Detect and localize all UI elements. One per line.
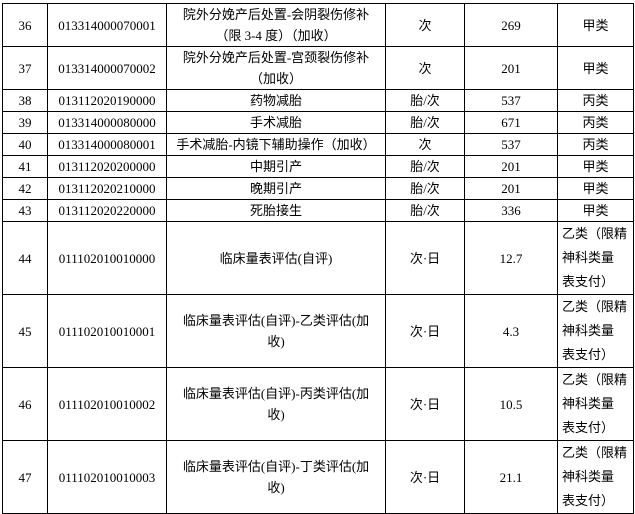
cell-unit: 胎/次 <box>385 155 465 178</box>
cell-category: 乙类（限精 神科类量 表支付） <box>557 367 634 441</box>
cell-price: 4.3 <box>464 294 558 368</box>
cell-unit: 次 <box>385 133 465 156</box>
cell-unit: 胎/次 <box>385 177 465 200</box>
cell-unit: 次·日 <box>385 221 465 295</box>
cell-no: 36 <box>2 3 48 47</box>
cell-price: 201 <box>464 46 558 90</box>
cell-category: 丙类 <box>557 89 634 112</box>
cell-category: 甲类 <box>557 155 634 178</box>
fee-table: 36 013314000070001 院外分娩产后处置-会阴裂伤修补 （限 3-4 … <box>2 3 634 514</box>
cell-price: 12.7 <box>464 221 558 295</box>
table-row: 36 013314000070001 院外分娩产后处置-会阴裂伤修补 （限 3-4 … <box>2 3 634 47</box>
cell-name: 死胎接生 <box>166 199 386 222</box>
cell-unit: 次·日 <box>385 440 465 514</box>
cell-name: 临床量表评估(自评)-丁类评估(加 收) <box>166 440 386 514</box>
cell-name: 院外分娩产后处置-宫颈裂伤修补 （加收） <box>166 46 386 90</box>
cell-unit: 次 <box>385 3 465 47</box>
cell-no: 43 <box>2 199 48 222</box>
cell-name: 临床量表评估(自评)-丙类评估(加 收) <box>166 367 386 441</box>
cell-name: 晚期引产 <box>166 177 386 200</box>
cell-unit: 胎/次 <box>385 89 465 112</box>
cell-code: 011102010010000 <box>47 221 167 295</box>
cell-code: 011102010010003 <box>47 440 167 514</box>
cell-code: 013314000080000 <box>47 111 167 134</box>
cell-category: 乙类（限精 神科类量 表支付） <box>557 221 634 295</box>
fee-table-body: 36 013314000070001 院外分娩产后处置-会阴裂伤修补 （限 3-4 … <box>2 3 634 514</box>
cell-no: 44 <box>2 221 48 295</box>
cell-unit: 次·日 <box>385 367 465 441</box>
cell-category: 甲类 <box>557 177 634 200</box>
cell-price: 671 <box>464 111 558 134</box>
cell-price: 537 <box>464 133 558 156</box>
cell-code: 013314000070002 <box>47 46 167 90</box>
cell-category: 甲类 <box>557 3 634 47</box>
table-row: 44 011102010010000 临床量表评估(自评) 次·日 12.7 乙类（限精 … <box>2 221 634 295</box>
cell-unit: 胎/次 <box>385 111 465 134</box>
cell-no: 42 <box>2 177 48 200</box>
cell-no: 40 <box>2 133 48 156</box>
cell-code: 013112020210000 <box>47 177 167 200</box>
cell-price: 537 <box>464 89 558 112</box>
table-row: 46 011102010010002 临床量表评估(自评)-丙类评估(加 收) 次·日… <box>2 367 634 441</box>
cell-no: 41 <box>2 155 48 178</box>
table-row: 40 013314000080001 手术减胎-内镜下辅助操作（加收）次 537 丙类 <box>2 133 634 156</box>
cell-price: 10.5 <box>464 367 558 441</box>
cell-code: 011102010010002 <box>47 367 167 441</box>
cell-name: 手术减胎 <box>166 111 386 134</box>
cell-name: 手术减胎-内镜下辅助操作（加收） <box>166 133 386 156</box>
cell-category: 乙类（限精 神科类量 表支付） <box>557 440 634 514</box>
cell-no: 38 <box>2 89 48 112</box>
cell-code: 013112020190000 <box>47 89 167 112</box>
cell-code: 013314000080001 <box>47 133 167 156</box>
cell-no: 39 <box>2 111 48 134</box>
cell-code: 013112020220000 <box>47 199 167 222</box>
cell-name: 药物减胎 <box>166 89 386 112</box>
cell-price: 336 <box>464 199 558 222</box>
cell-code: 013112020200000 <box>47 155 167 178</box>
cell-code: 013314000070001 <box>47 3 167 47</box>
table-row: 45 011102010010001 临床量表评估(自评)-乙类评估(加 收) 次·日… <box>2 294 634 368</box>
cell-price: 21.1 <box>464 440 558 514</box>
cell-name: 临床量表评估(自评) <box>166 221 386 295</box>
cell-no: 46 <box>2 367 48 441</box>
cell-category: 甲类 <box>557 199 634 222</box>
cell-unit: 次·日 <box>385 294 465 368</box>
cell-category: 乙类（限精 神科类量 表支付） <box>557 294 634 368</box>
cell-category: 丙类 <box>557 133 634 156</box>
cell-no: 37 <box>2 46 48 90</box>
cell-name: 中期引产 <box>166 155 386 178</box>
table-row: 43 013112020220000 死胎接生 胎/次 336 甲类 <box>2 199 634 222</box>
cell-no: 47 <box>2 440 48 514</box>
table-row: 37 013314000070002 院外分娩产后处置-宫颈裂伤修补 （加收）次 20… <box>2 46 634 90</box>
table-row: 42 013112020210000 晚期引产 胎/次 201 甲类 <box>2 177 634 200</box>
cell-code: 011102010010001 <box>47 294 167 368</box>
table-row: 47 011102010010003 临床量表评估(自评)-丁类评估(加 收) 次·日… <box>2 440 634 514</box>
table-row: 41 013112020200000 中期引产 胎/次 201 甲类 <box>2 155 634 178</box>
cell-no: 45 <box>2 294 48 368</box>
cell-unit: 次 <box>385 46 465 90</box>
cell-price: 201 <box>464 177 558 200</box>
table-row: 38 013112020190000 药物减胎 胎/次 537 丙类 <box>2 89 634 112</box>
cell-name: 院外分娩产后处置-会阴裂伤修补 （限 3-4 度）（加收） <box>166 3 386 47</box>
cell-category: 甲类 <box>557 46 634 90</box>
cell-price: 269 <box>464 3 558 47</box>
cell-category: 丙类 <box>557 111 634 134</box>
cell-price: 201 <box>464 155 558 178</box>
cell-name: 临床量表评估(自评)-乙类评估(加 收) <box>166 294 386 368</box>
table-row: 39 013314000080000 手术减胎 胎/次 671 丙类 <box>2 111 634 134</box>
cell-unit: 胎/次 <box>385 199 465 222</box>
